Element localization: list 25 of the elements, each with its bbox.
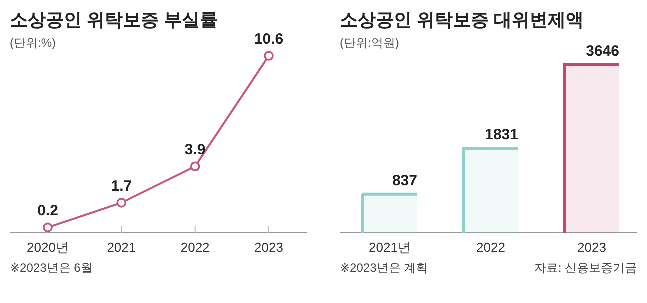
- chart-subtitle: (단위:억원): [340, 36, 400, 50]
- data-label: 10.6: [254, 31, 284, 48]
- chart-title: 소상공인 위탁보증 대위변제액: [340, 10, 584, 30]
- data-label: 1831: [485, 126, 518, 144]
- x-tick-label: 2022: [476, 240, 506, 255]
- x-tick-label: 2020년: [27, 240, 69, 255]
- data-label: 837: [392, 172, 418, 190]
- data-label: 3.9: [184, 142, 206, 159]
- x-tick-label: 2022: [180, 240, 210, 255]
- x-tick-label: 2023: [578, 240, 606, 255]
- point: [116, 198, 127, 208]
- point: [190, 162, 200, 172]
- point: [264, 51, 274, 61]
- x-tick-label: 2023: [254, 240, 284, 255]
- point: [43, 222, 53, 233]
- x-tick-label: 2021: [107, 240, 136, 255]
- chart-subtitle: (단위:%): [10, 36, 56, 50]
- text: ※2023년은 6월: [10, 261, 93, 275]
- data-label: 0.2: [38, 202, 58, 220]
- x-tick-label: 2021년: [369, 240, 411, 255]
- text: 자료: 신용보증기금: [534, 261, 637, 275]
- data-label: 1.7: [111, 178, 132, 195]
- chart-title: 소상공인 위탁보증 부실률: [10, 10, 218, 30]
- text: ※2023년은 계획: [340, 261, 428, 275]
- data-label: 3646: [586, 43, 620, 60]
